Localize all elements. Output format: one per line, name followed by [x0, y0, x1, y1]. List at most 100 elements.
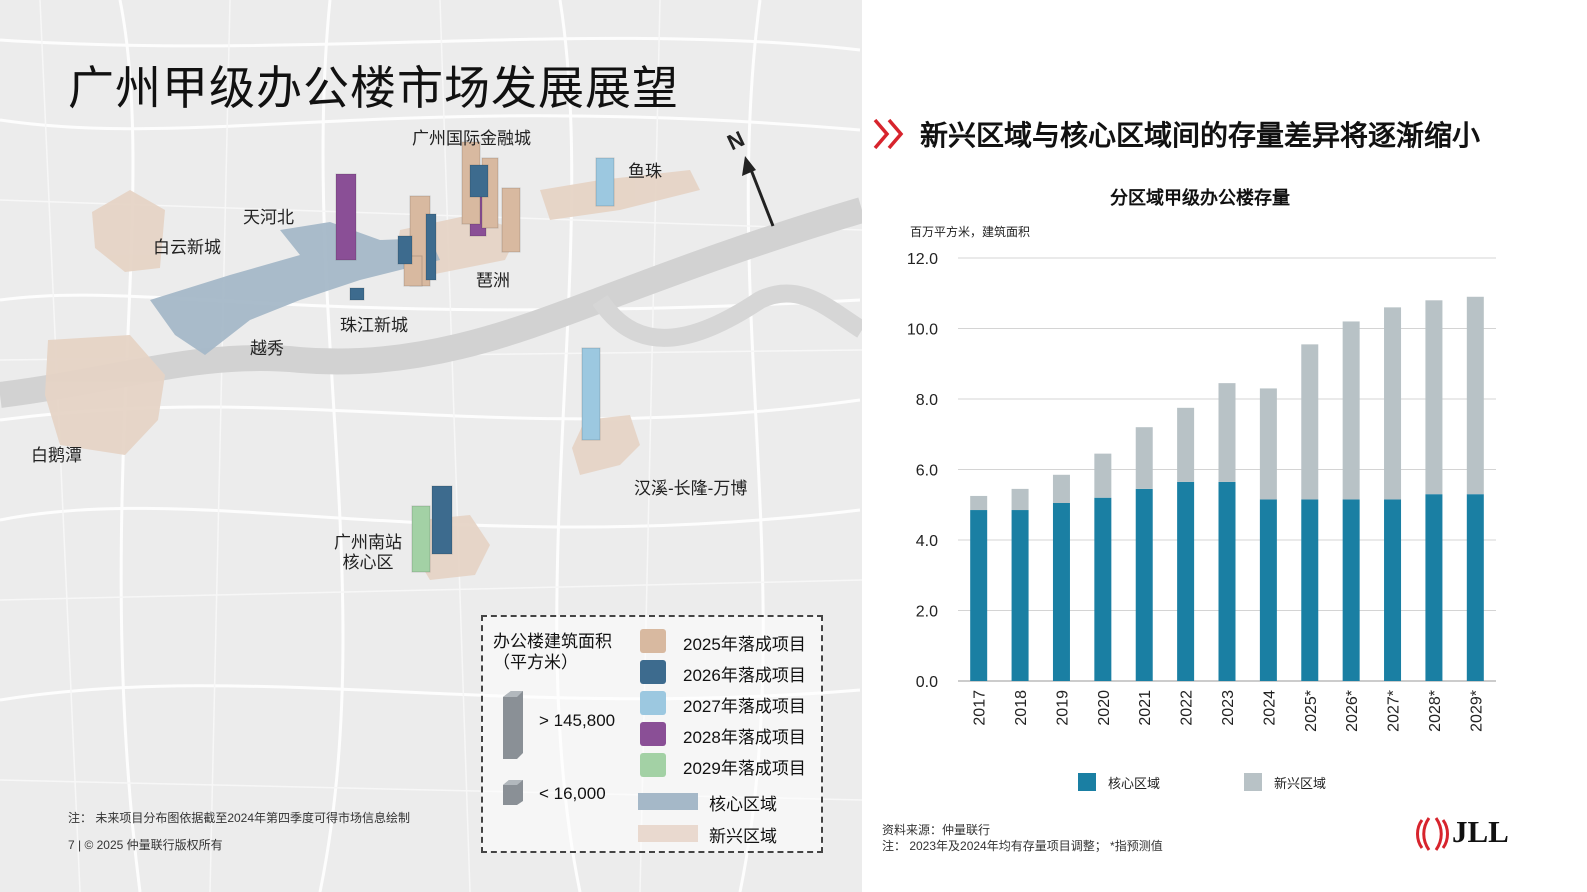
x-tick-label: 2019 — [1054, 690, 1071, 726]
y-axis-unit-label: 百万平方米，建筑面积 — [910, 225, 1031, 239]
bar-core — [970, 510, 988, 681]
building-2026-zhujiang — [349, 287, 365, 301]
bar-core — [1425, 494, 1443, 681]
zone-baiyun-new-city — [92, 190, 165, 272]
bar-emerging — [1011, 488, 1029, 511]
x-tick-label: 2020 — [1096, 690, 1113, 726]
building-2026-ifc — [469, 164, 489, 198]
double-chevron-icon — [873, 118, 904, 150]
legend-swatch-2 — [640, 691, 666, 715]
building-2027-yuzhu — [595, 157, 615, 207]
legend-swatch-1 — [640, 660, 666, 684]
map-note: 注： 未来项目分布图依据截至2024年第四季度可得市场信息绘制 — [68, 811, 411, 825]
chart-legend-swatch — [1078, 773, 1096, 791]
label-yuexiu: 越秀 — [250, 339, 284, 358]
label-south-station: 广州南站 核心区 — [334, 533, 402, 572]
bar-core — [1384, 499, 1402, 681]
building-2026-pazhou-b — [425, 213, 437, 281]
building-2028-tianhe — [335, 173, 357, 261]
x-tick-label: 2018 — [1013, 690, 1030, 726]
jll-logo-text: JLL — [1452, 814, 1509, 849]
map-panel: 广州甲级办公楼市场发展展望 N 广州国际金融城 鱼珠 天河北 白云新城 琶洲 珠… — [0, 0, 862, 892]
building-2026-south — [431, 485, 453, 555]
legend-item-label: 2026年落成项目 — [683, 666, 806, 685]
bar-core — [1177, 481, 1195, 681]
map-legend: 办公楼建筑面积 （平方米） > 145,800 < 16,000 2025年落成… — [481, 615, 823, 853]
bar-core — [1011, 510, 1029, 681]
bar-emerging — [1384, 307, 1402, 500]
label-baiyun-new-city: 白云新城 — [153, 238, 221, 257]
map-canvas — [0, 0, 862, 892]
bar-emerging — [1466, 296, 1484, 495]
legend-zone-label: 核心区域 — [709, 795, 777, 814]
x-tick-label: 2025* — [1303, 690, 1320, 732]
page-title: 广州甲级办公楼市场发展展望 — [68, 62, 679, 114]
legend-swatch-3 — [640, 722, 666, 746]
page-footer: 7 | © 2025 仲量联行版权所有 — [68, 838, 223, 852]
building-2025-ifc-c — [501, 187, 521, 253]
legend-swatch-0 — [640, 629, 666, 653]
bar-emerging — [1218, 383, 1236, 482]
x-tick-label: 2021 — [1137, 690, 1154, 726]
legend-swatch-4 — [640, 753, 666, 777]
y-tick-label: 6.0 — [916, 463, 938, 480]
y-tick-label: 0.0 — [916, 674, 938, 691]
bar-emerging — [1259, 388, 1277, 500]
x-tick-label: 2023 — [1220, 690, 1237, 726]
y-tick-label: 8.0 — [916, 392, 938, 409]
label-pazhou: 琶洲 — [476, 271, 510, 290]
bar-emerging — [1342, 321, 1360, 500]
bar-core — [1466, 494, 1484, 681]
bar-core — [1094, 497, 1112, 681]
bar-emerging — [1177, 407, 1195, 482]
label-zhujiang-new-town: 珠江新城 — [340, 316, 408, 335]
zone-baietan — [45, 335, 165, 455]
legend-item-label: 2028年落成项目 — [683, 728, 806, 747]
chart-legend-swatch — [1244, 773, 1262, 791]
y-tick-label: 4.0 — [916, 533, 938, 550]
y-tick-label: 12.0 — [907, 251, 938, 268]
label-ifc: 广州国际金融城 — [412, 129, 531, 148]
chart-title: 分区域甲级办公楼存量 — [1110, 188, 1290, 208]
x-tick-label: 2022 — [1179, 690, 1196, 726]
bar-emerging — [1425, 300, 1443, 495]
zone-yuzhu — [540, 170, 700, 220]
bar-core — [1135, 488, 1153, 681]
bar-emerging — [1301, 344, 1319, 500]
bar-core — [1301, 499, 1319, 681]
y-tick-label: 2.0 — [916, 604, 938, 621]
legend-size-title: 办公楼建筑面积 （平方米） — [493, 632, 612, 672]
bar-emerging — [1135, 427, 1153, 489]
x-tick-label: 2017 — [972, 690, 989, 726]
jll-logo-icon — [1416, 817, 1449, 851]
chart-legend-label: 新兴区域 — [1274, 776, 1326, 791]
legend-small-building-icon — [503, 780, 523, 805]
chart-legend-label: 核心区域 — [1108, 776, 1160, 791]
bar-emerging — [970, 495, 988, 511]
x-tick-label: 2027* — [1386, 690, 1403, 732]
building-2026-pazhou — [397, 235, 413, 265]
legend-item-label: 2027年落成项目 — [683, 697, 806, 716]
legend-small-label: < 16,000 — [539, 784, 606, 803]
legend-zone-label: 新兴区域 — [709, 827, 777, 846]
bar-emerging — [1052, 474, 1070, 503]
building-2029-south — [411, 505, 431, 573]
label-yuzhu: 鱼珠 — [628, 162, 662, 181]
bar-core — [1259, 499, 1277, 681]
bar-core — [1342, 499, 1360, 681]
bar-emerging — [1094, 453, 1112, 498]
y-tick-label: 10.0 — [907, 322, 938, 339]
right-title: 新兴区域与核心区域间的存量差异将逐渐缩小 — [920, 120, 1481, 151]
footnote: 注： 2023年及2024年均有存量项目调整； *指预测值 — [882, 839, 1163, 853]
bar-core — [1052, 502, 1070, 681]
building-2027-hanxi — [581, 347, 601, 441]
legend-large-building-icon — [503, 691, 523, 759]
x-tick-label: 2024 — [1261, 690, 1278, 726]
legend-item-label: 2029年落成项目 — [683, 759, 806, 778]
legend-item-label: 2025年落成项目 — [683, 635, 806, 654]
source-note: 资料来源：仲量联行 — [882, 823, 991, 837]
x-tick-label: 2029* — [1468, 690, 1485, 732]
north-arrow-icon — [746, 161, 775, 227]
label-tianhe-north: 天河北 — [243, 208, 294, 227]
